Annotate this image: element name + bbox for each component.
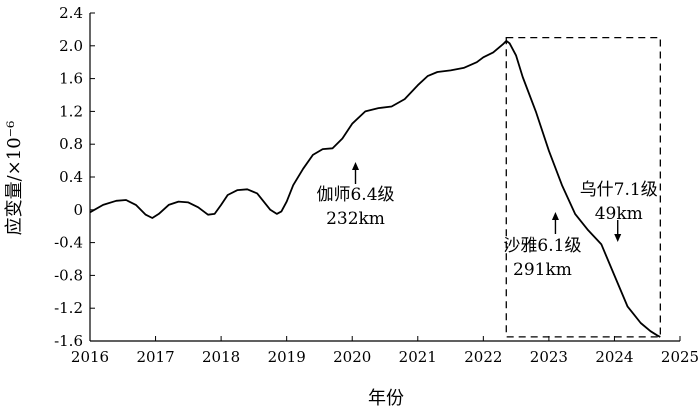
y-tick-label: 2.4 <box>59 4 83 22</box>
y-tick-label: 0.4 <box>59 168 83 186</box>
y-tick-label: 0 <box>73 201 83 219</box>
event-label: 沙雅6.1级 <box>503 236 581 256</box>
event-annotation: 乌什7.1级 49km <box>580 180 658 242</box>
x-tick-label: 2021 <box>399 348 437 366</box>
event-distance-label: 49km <box>595 204 643 224</box>
event-annotation: 沙雅6.1级 291km <box>503 212 581 280</box>
highlight-box-layer <box>505 36 661 338</box>
x-tick-label: 2023 <box>530 348 568 366</box>
event-label: 伽师6.4级 <box>316 185 394 205</box>
x-tick-label: 2017 <box>136 348 174 366</box>
x-tick-label: 2016 <box>71 348 109 366</box>
x-tick-label: 2022 <box>464 348 502 366</box>
series-layer <box>89 40 661 338</box>
y-tick-label: -1.2 <box>54 299 83 317</box>
x-tick-label: 2019 <box>268 348 306 366</box>
y-axis-title: 应变量/×10⁻⁶ <box>4 121 25 236</box>
annotation-layer: 伽师6.4级 232km 沙雅6.1级 291km 乌什7.1级 49km <box>316 162 658 280</box>
strain-series-line <box>89 40 661 338</box>
y-tick-label: 1.2 <box>59 102 83 120</box>
y-tick-label: 2.0 <box>59 37 83 55</box>
x-tick-label: 2024 <box>595 348 633 366</box>
event-arrowhead <box>352 162 359 170</box>
x-axis-title: 年份 <box>368 388 404 409</box>
y-tick-label: 1.6 <box>59 70 83 88</box>
event-label: 乌什7.1级 <box>580 180 658 200</box>
x-tick-label: 2020 <box>333 348 371 366</box>
x-tick-label: 2018 <box>202 348 240 366</box>
y-tick-label: -0.8 <box>54 266 83 284</box>
axes <box>89 13 680 342</box>
y-tick-label: -1.6 <box>54 332 83 350</box>
event-distance-label: 291km <box>513 260 572 280</box>
event-arrowhead <box>551 212 559 220</box>
ticks: 2016 2017 2018 2019 2020 2021 2022 2023 2024 2025… <box>54 4 699 366</box>
event-distance-label: 232km <box>326 209 385 229</box>
event-arrowhead <box>614 234 622 242</box>
event-annotation: 伽师6.4级 232km <box>316 162 395 229</box>
x-tick-label: 2025 <box>661 348 699 366</box>
y-tick-label: 0.8 <box>59 135 83 153</box>
y-tick-label: -0.4 <box>54 234 83 252</box>
highlight-box <box>505 36 661 338</box>
